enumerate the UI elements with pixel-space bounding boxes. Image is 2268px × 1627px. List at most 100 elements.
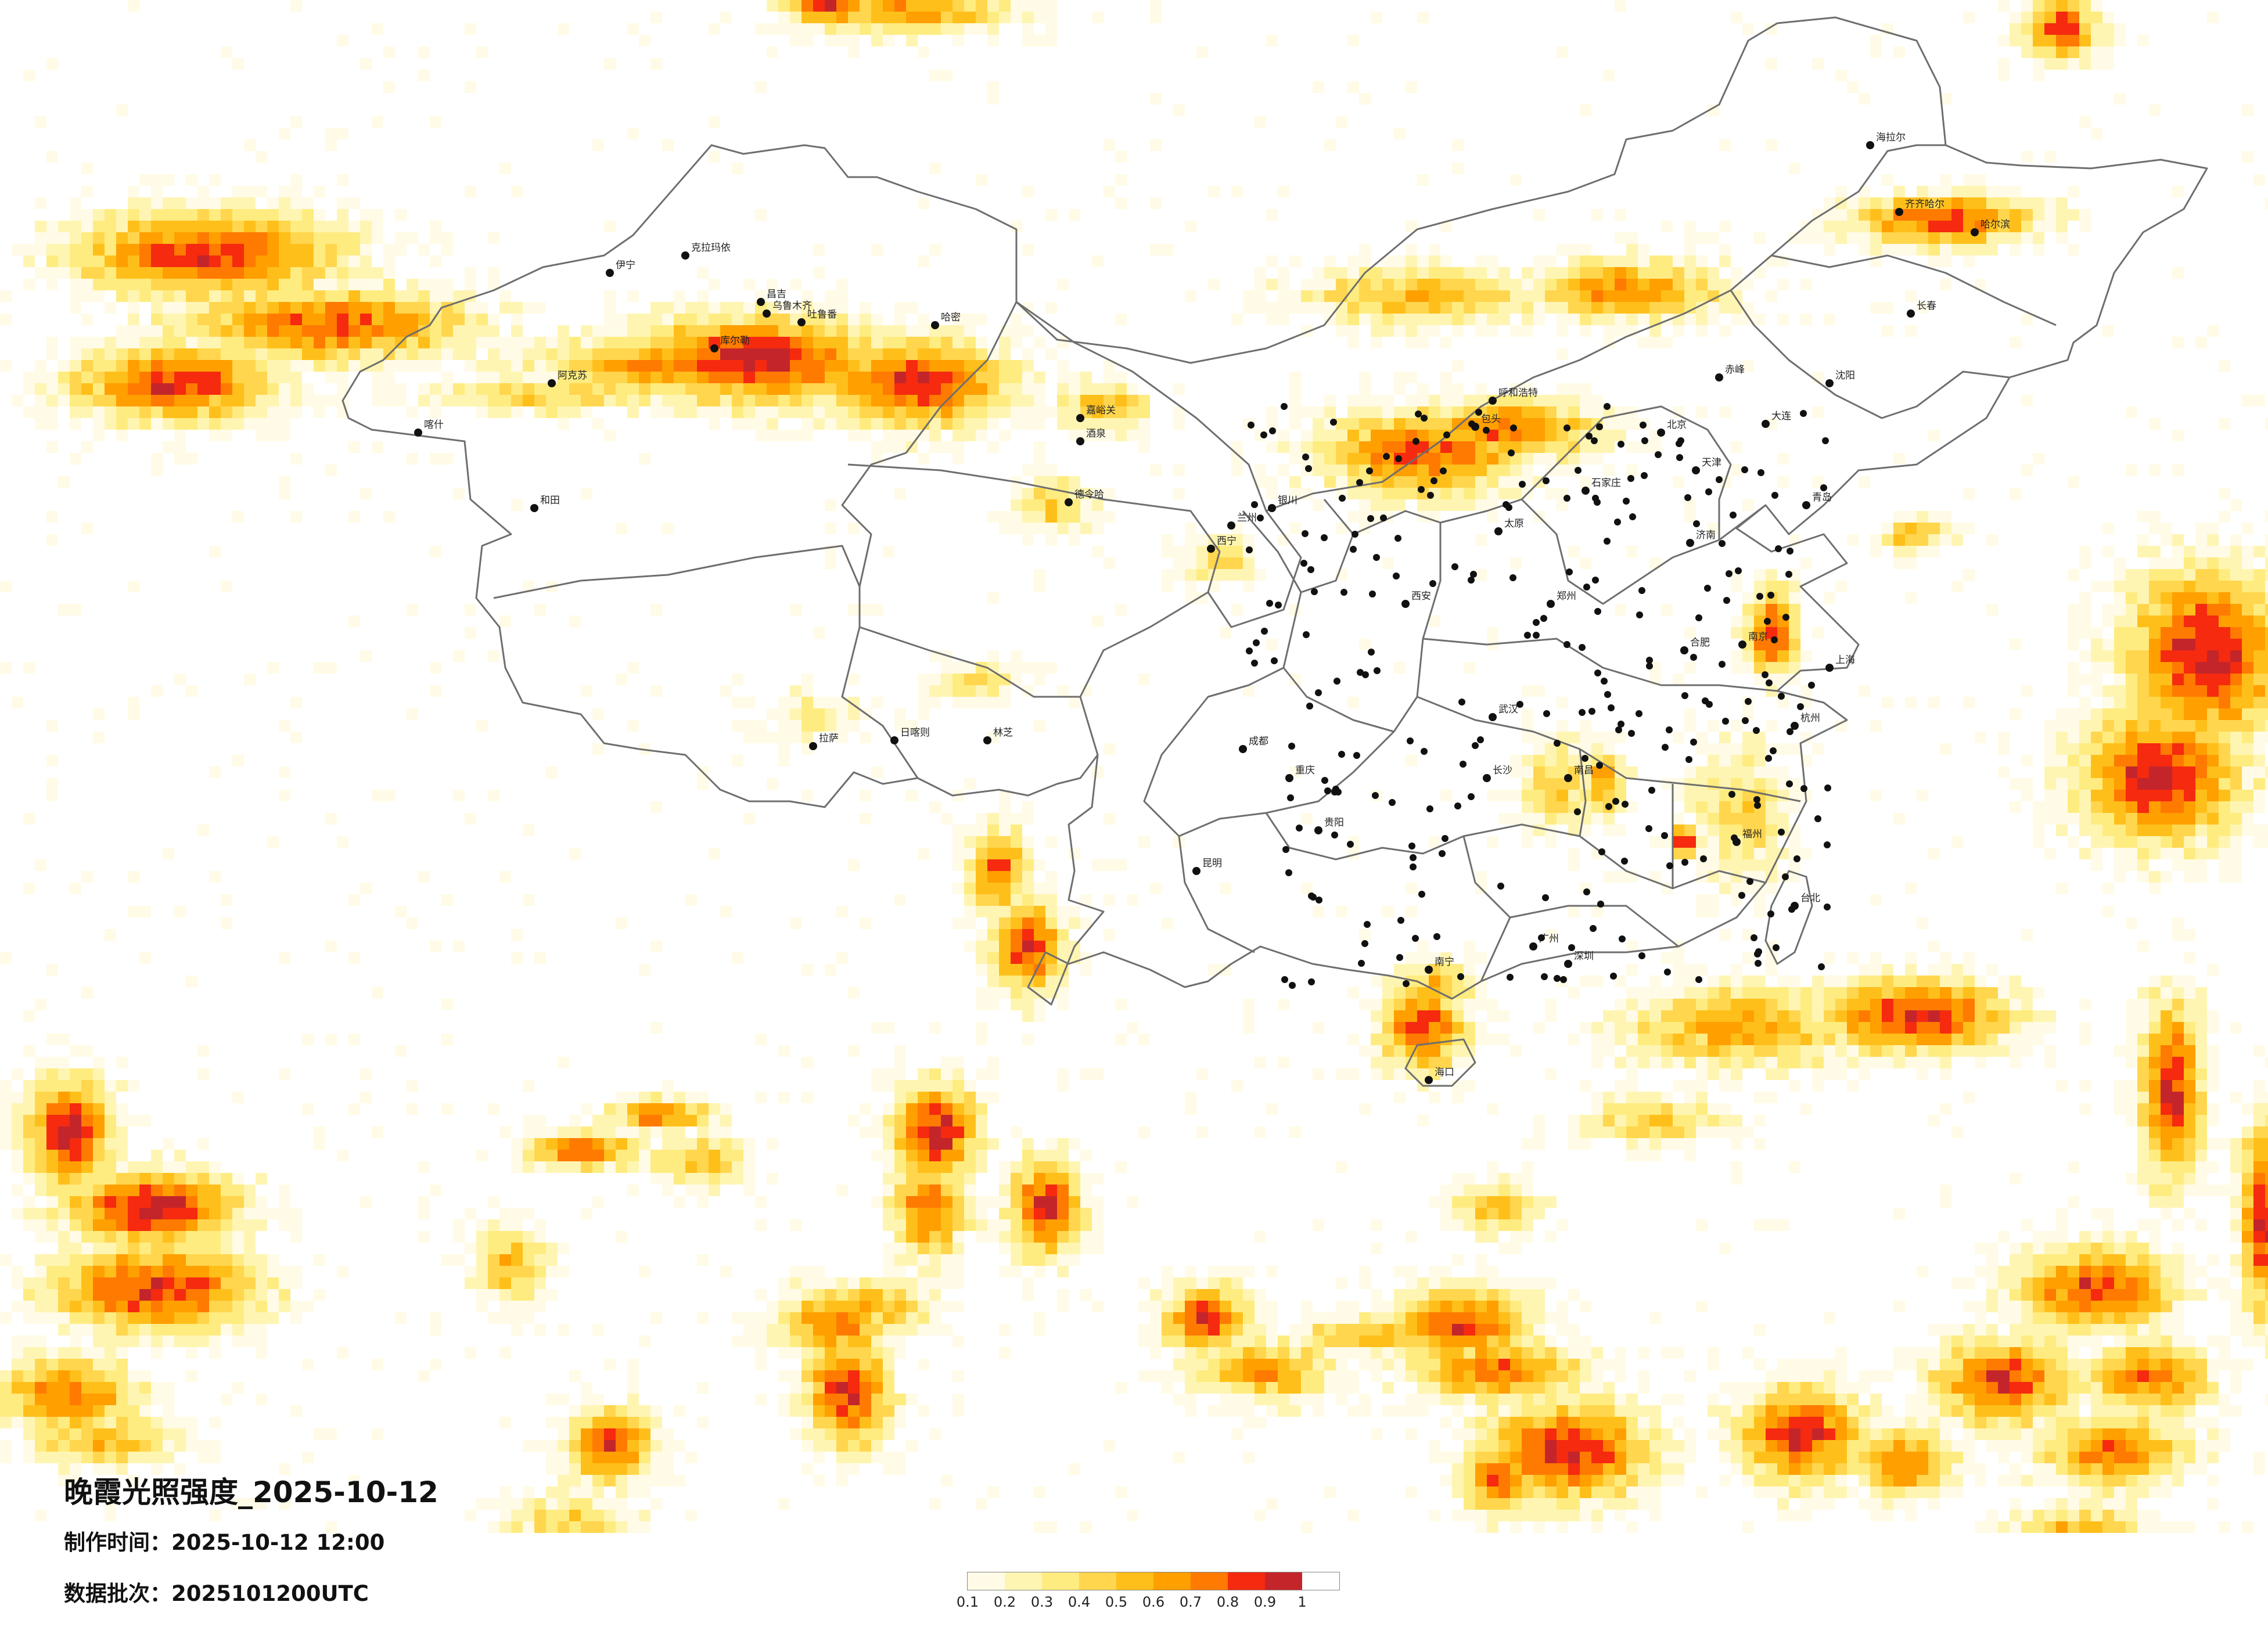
glow-cell (1963, 1092, 1975, 1103)
glow-cell (697, 337, 709, 348)
glow-cell (2242, 790, 2253, 801)
glow-cell (221, 894, 232, 906)
glow-cell (1417, 1115, 1429, 1126)
glow-cell (2242, 151, 2253, 163)
glow-cell (697, 1092, 709, 1103)
glow-cell (1104, 511, 1115, 523)
glow-cell (871, 418, 883, 430)
glow-cell (128, 186, 139, 197)
glow-cell (1185, 290, 1196, 302)
glow-cell (2207, 12, 2219, 23)
glow-cell (2033, 46, 2044, 58)
glow-cell (906, 1103, 918, 1115)
glow-cell (1638, 1126, 1649, 1138)
glow-cell (1893, 232, 1905, 244)
glow-cell (976, 999, 987, 1010)
glow-cell (93, 372, 105, 383)
glow-cell (2126, 604, 2137, 615)
glow-cell (1928, 1010, 1940, 1022)
glow-cell (348, 348, 360, 360)
glow-cell (2114, 825, 2126, 836)
glow-cell (801, 1057, 813, 1068)
glow-cell (1615, 430, 1626, 441)
glow-cell (372, 116, 383, 128)
glow-cell (2114, 801, 2126, 813)
glow-cell (174, 290, 186, 302)
glow-cell (2219, 766, 2230, 778)
glow-cell (1045, 0, 1057, 12)
glow-cell (2265, 1138, 2268, 1150)
glow-cell (639, 1138, 650, 1150)
glow-cell (163, 383, 174, 395)
glow-cell (348, 325, 360, 337)
glow-cell (1487, 290, 1498, 302)
glow-cell (2091, 35, 2102, 46)
glow-cell (35, 395, 46, 406)
glow-cell (883, 418, 894, 430)
glow-cell (1742, 987, 1754, 999)
glow-cell (1719, 1034, 1731, 1045)
glow-cell (1754, 267, 1766, 279)
glow-cell (987, 999, 999, 1010)
glow-cell (964, 883, 976, 894)
glow-cell (1626, 1057, 1638, 1068)
glow-cell (1440, 1034, 1452, 1045)
glow-cell (2056, 732, 2068, 743)
glow-cell (2091, 128, 2102, 139)
glow-cell (1649, 302, 1661, 314)
glow-cell (836, 337, 848, 348)
glow-cell (1940, 952, 1951, 964)
glow-cell (848, 523, 860, 534)
glow-cell (2207, 650, 2219, 662)
glow-cell (1673, 836, 1684, 848)
glow-cell (674, 1115, 685, 1126)
glow-cell (801, 395, 813, 406)
glow-cell (685, 1115, 697, 1126)
glow-cell (825, 348, 836, 360)
glow-cell (2172, 801, 2184, 813)
glow-cell (128, 406, 139, 418)
glow-cell (116, 290, 128, 302)
glow-cell (1568, 766, 1580, 778)
glow-cell (151, 337, 163, 348)
glow-cell (929, 325, 941, 337)
glow-cell (221, 395, 232, 406)
glow-cell (488, 325, 499, 337)
glow-cell (1417, 314, 1429, 325)
glow-cell (964, 685, 976, 697)
glow-cell (848, 395, 860, 406)
glow-cell (2021, 1010, 2033, 1022)
glow-cell (23, 662, 35, 674)
glow-cell (151, 360, 163, 372)
glow-cell (465, 267, 476, 279)
glow-cell (755, 290, 767, 302)
glow-cell (1429, 395, 1440, 406)
glow-cell (2102, 650, 2114, 662)
glow-cell (1649, 1115, 1661, 1126)
glow-cell (987, 929, 999, 941)
glow-cell (1928, 999, 1940, 1010)
glow-cell (209, 1173, 221, 1185)
glow-cell (1045, 941, 1057, 952)
glow-cell (314, 1126, 325, 1138)
glow-cell (1731, 1161, 1742, 1173)
glow-cell (1626, 255, 1638, 267)
glow-cell (1963, 197, 1975, 209)
glow-cell (290, 372, 302, 383)
glow-cell (650, 801, 662, 813)
glow-cell (1498, 314, 1510, 325)
glow-cell (697, 1126, 709, 1138)
glow-cell (1371, 406, 1382, 418)
glow-cell (290, 360, 302, 372)
glow-cell (2149, 581, 2161, 592)
glow-cell (1719, 929, 1731, 941)
glow-cell (105, 348, 116, 360)
glow-cell (2253, 1126, 2265, 1138)
glow-cell (1800, 987, 1812, 999)
glow-cell (383, 372, 395, 383)
glow-cell (1591, 1057, 1603, 1068)
glow-cell (848, 1115, 860, 1126)
glow-cell (383, 81, 395, 93)
glow-cell (105, 1185, 116, 1196)
